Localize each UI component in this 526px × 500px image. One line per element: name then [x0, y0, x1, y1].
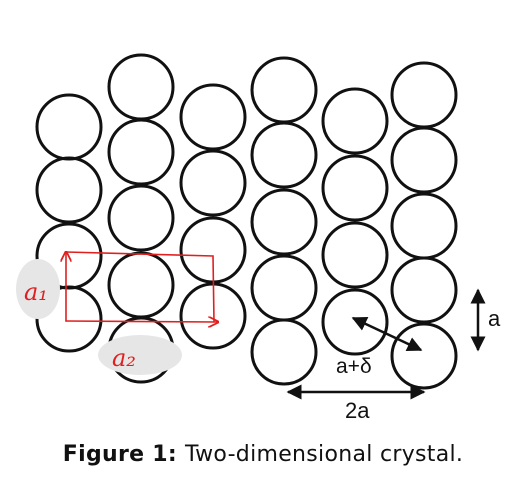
- atom-circle: [250, 254, 318, 322]
- vector-a2-label: a₂: [112, 344, 136, 372]
- atom-circle: [179, 83, 247, 151]
- spacing-2a-label: 2a: [345, 398, 370, 423]
- atom-circle: [321, 87, 389, 155]
- crystal-diagram: a₁ a₂ a a+δ 2a: [16, 53, 501, 423]
- atom-circle: [321, 221, 389, 289]
- atom-circle: [107, 118, 175, 186]
- atom-circle: [107, 53, 175, 121]
- figure-caption: Figure 1: Two-dimensional crystal.: [0, 442, 526, 467]
- label-smudge-a1: [16, 259, 60, 319]
- atom-circle: [250, 56, 318, 124]
- spacing-a-plus-delta-label: a+δ: [336, 355, 372, 378]
- atom-circle: [179, 149, 247, 217]
- atom-circle: [35, 285, 103, 353]
- atom-circle: [390, 126, 458, 194]
- figure-caption-label: Figure 1:: [62, 442, 178, 467]
- label-smudge-a2: [98, 335, 182, 375]
- figure-caption-text: Two-dimensional crystal.: [185, 442, 464, 467]
- spacing-a-plus-delta-arrow: [351, 316, 423, 352]
- atom-circle: [321, 288, 389, 356]
- atom-circle: [390, 256, 458, 324]
- atom-circle: [321, 154, 389, 222]
- atom-circle: [390, 192, 458, 260]
- atom-circle: [250, 318, 318, 386]
- atom-circle: [107, 184, 175, 252]
- vector-a2-arrow: [65, 321, 217, 322]
- unit-cell-outline: [65, 251, 215, 323]
- vector-a1-label: a₁: [24, 278, 48, 306]
- atom-circle: [35, 156, 103, 224]
- atom-circle: [390, 61, 458, 129]
- atom-circle: [35, 93, 103, 161]
- spacing-a-label: a: [488, 306, 501, 331]
- atom-circle: [390, 322, 458, 390]
- atom-circle: [250, 121, 318, 189]
- atom-circle: [107, 251, 175, 319]
- handwritten-unit-cell: [66, 252, 217, 322]
- atom-circle: [250, 188, 318, 256]
